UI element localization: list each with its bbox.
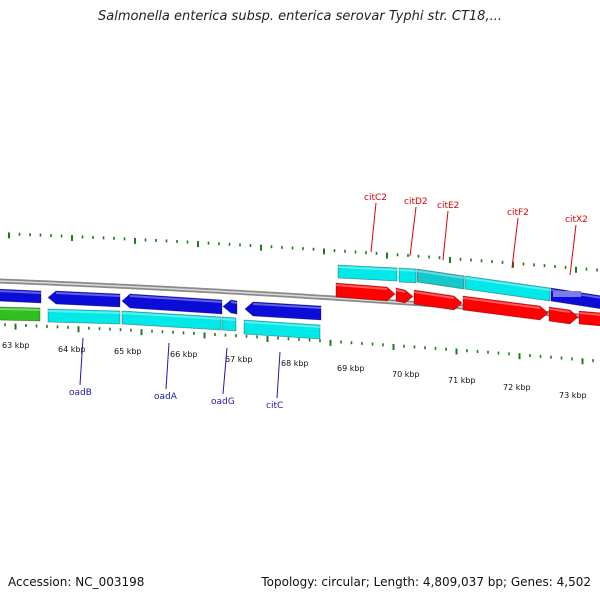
scale-label: 69 kbp (337, 364, 365, 373)
cds-cyan-oadA[interactable] (121, 310, 222, 331)
cds-red-citE2-shine (414, 291, 454, 299)
lower-tick-track (4, 323, 594, 365)
gene-label-citC[interactable]: citC (266, 401, 283, 411)
scale-label: 68 kbp (281, 359, 309, 368)
scale-label: 73 kbp (559, 391, 587, 400)
gene-leader-line (79, 337, 84, 386)
cds-cyan-oadB-shine (48, 310, 120, 314)
cds-oadA-block-shine (130, 295, 222, 303)
cds-cyan-oadG[interactable] (221, 316, 237, 332)
cds-red-citC2-shine (336, 284, 387, 290)
scale-labels: 63 kbp 64 kbp 65 kbp 66 kbp 67 kbp 68 kbp 69 k… (2, 341, 587, 400)
cds-cyan-citC-shine (244, 321, 320, 328)
cds-citC-block-shine (253, 303, 321, 309)
cds-red-edge-shine (579, 312, 600, 316)
cds-green-left[interactable] (0, 306, 41, 322)
cds-green-left-shine (0, 308, 40, 311)
cds-oadB-block-shine (56, 292, 120, 297)
cds-citC-block[interactable] (244, 301, 322, 321)
genome-title: Salmonella enterica subsp. enterica sero… (98, 9, 502, 24)
cds-blue-left[interactable] (0, 288, 42, 304)
gene-leader-line (370, 202, 377, 253)
gene-label-oadA[interactable]: oadA (154, 392, 178, 402)
scale-label: 66 kbp (170, 350, 198, 359)
cds-red-citC2[interactable] (335, 282, 396, 302)
cds-cyan-oadA-shine (122, 312, 221, 320)
scale-label: 65 kbp (114, 347, 142, 356)
upper-tick-track (8, 232, 598, 273)
gene-label-citF2[interactable]: citF2 (507, 208, 529, 218)
gene-leader-line (165, 342, 170, 390)
cds-cyan-citC[interactable] (243, 319, 321, 340)
cds-cyan-citC2[interactable] (337, 264, 398, 282)
gene-leader-line (511, 217, 519, 269)
cds-cyan-oadG-shine (222, 318, 236, 321)
gene-label-citE2[interactable]: citE2 (437, 201, 459, 211)
gene-leader-line (442, 210, 449, 261)
cds-red-citD2-shine (396, 289, 405, 293)
scale-label: 63 kbp (2, 341, 30, 350)
cds-red-citX2[interactable] (548, 306, 579, 325)
cds-highlight-citX2 (553, 291, 581, 297)
cds-cyan-citF2-shine (465, 277, 550, 291)
cds-red-citF2[interactable] (462, 295, 549, 321)
genome-stats-label: Topology: circular; Length: 4,809,037 bp… (261, 575, 591, 589)
cds-oadA-block[interactable] (121, 293, 223, 315)
gene-leader-line (409, 206, 417, 257)
gene-label-oadG[interactable]: oadG (211, 397, 235, 407)
gene-label-citC2[interactable]: citC2 (364, 193, 387, 203)
cds-red-citX2-shine (549, 308, 570, 313)
cds-red-citE2[interactable] (413, 289, 463, 311)
cds-cyan-citD2[interactable] (398, 267, 417, 284)
cds-cyan-citF2[interactable] (464, 275, 551, 302)
gene-label-citX2[interactable]: citX2 (565, 215, 588, 225)
cds-oadG-block[interactable] (222, 299, 238, 315)
gene-leader-line (222, 347, 228, 395)
cds-cyan-citD2-shine (399, 269, 416, 272)
cds-cyan-citC2-shine (338, 266, 397, 271)
cds-cyan-oadB[interactable] (47, 308, 121, 325)
cds-red-citD2[interactable] (395, 287, 414, 304)
cds-oadB-block[interactable] (47, 290, 121, 308)
gene-leader-line (276, 351, 281, 399)
accession-label: Accession: NC_003198 (8, 575, 145, 589)
scale-label: 67 kbp (225, 355, 253, 364)
scale-label: 72 kbp (503, 383, 531, 392)
scale-label: 70 kbp (392, 370, 420, 379)
gene-labels: citC2 citD2 citE2 citF2 citX2 oadB oadA oadG cit… (69, 193, 588, 411)
cds-red-citF2-shine (463, 297, 540, 309)
cds-teal-citE2-shine (417, 270, 464, 279)
scale-label: 71 kbp (448, 376, 476, 385)
cds-blue-left-shine (0, 290, 41, 294)
cds-oadG-block-shine (231, 301, 237, 304)
feature-tracks[interactable] (0, 264, 600, 340)
gene-label-citD2[interactable]: citD2 (404, 197, 428, 207)
scale-label: 64 kbp (58, 345, 86, 354)
gene-label-oadB[interactable]: oadB (69, 388, 92, 398)
cds-teal-citE2[interactable] (416, 268, 465, 290)
cds-red-edge[interactable] (578, 310, 600, 327)
gene-leader-line (569, 224, 577, 276)
